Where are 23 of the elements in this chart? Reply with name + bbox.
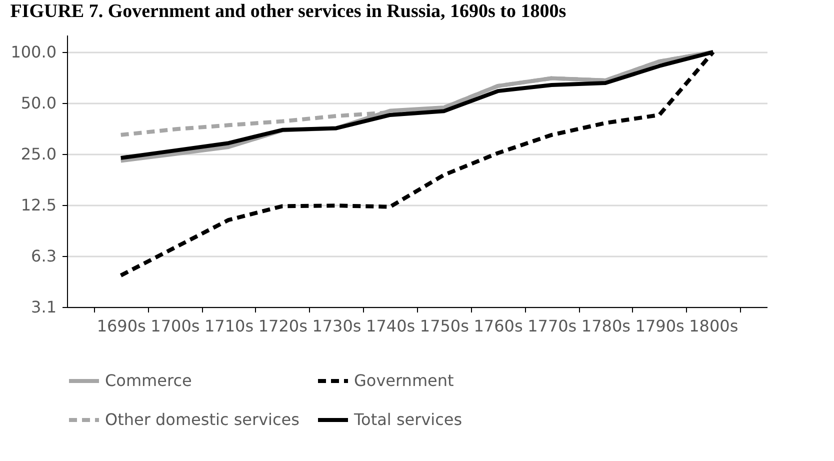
x-tick-label: 1730s (312, 316, 362, 336)
x-tick-label: 1780s (581, 316, 630, 336)
y-tick-label: 12.5 (20, 196, 56, 214)
x-tick-label: 1690s (96, 316, 146, 336)
legend-label: Commerce (105, 371, 192, 390)
x-tick-label: 1740s (366, 316, 416, 336)
chart-title: FIGURE 7. Government and other services in Russia, 1690s to 1800s (10, 1, 566, 22)
x-tick-label: 1750s (420, 316, 469, 336)
x-tick-label: 1790s (635, 316, 684, 336)
x-tick-label: 1800s (689, 316, 738, 336)
legend-label: Total services (353, 410, 462, 429)
x-tick-label: 1720s (258, 316, 308, 336)
legend-label: Other domestic services (105, 410, 300, 429)
y-tick-label: 3.1 (31, 298, 56, 316)
y-tick-label: 50.0 (20, 94, 56, 113)
y-tick-label: 25.0 (20, 144, 56, 164)
y-tick-label: 100.0 (10, 42, 56, 62)
y-tick-label: 6.3 (31, 246, 56, 266)
x-tick-label: 1700s (150, 316, 200, 336)
x-tick-label: 1710s (204, 316, 254, 336)
x-tick-label: 1770s (528, 316, 577, 336)
legend-label: Government (354, 371, 454, 390)
x-tick-label: 1760s (474, 316, 523, 336)
